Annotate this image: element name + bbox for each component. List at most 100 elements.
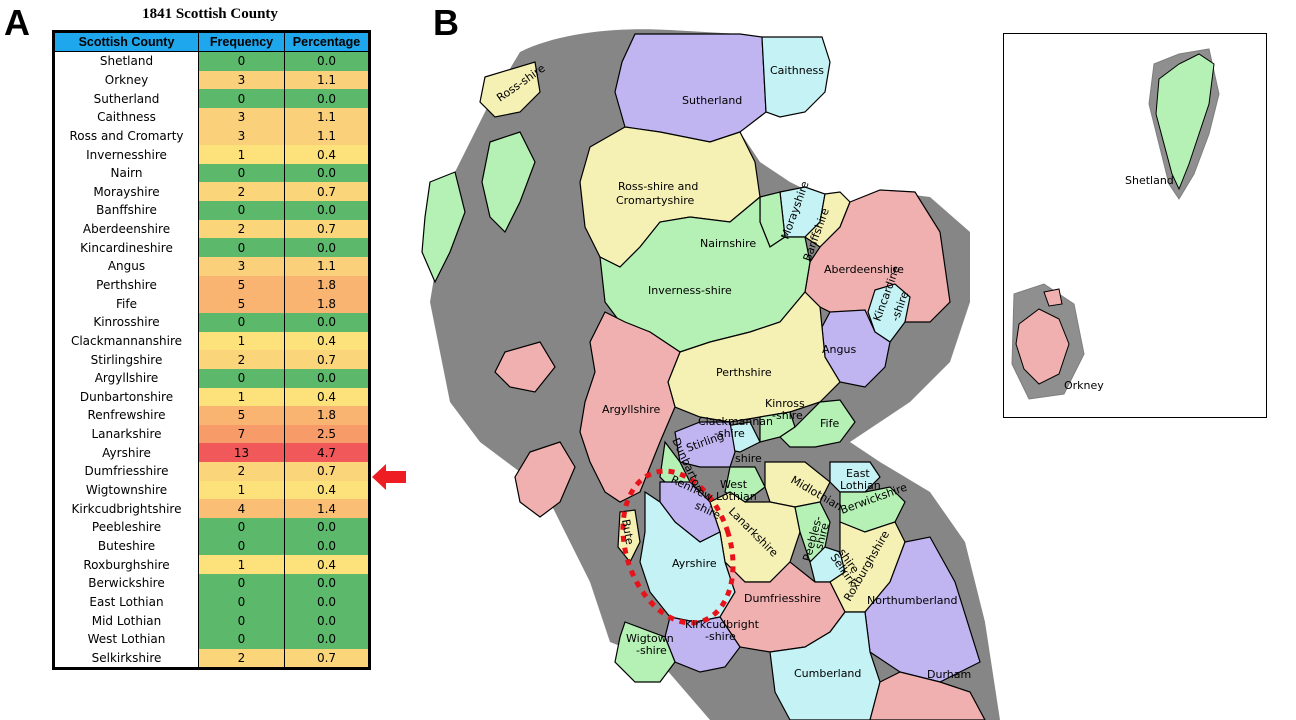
frequency-cell: 2 xyxy=(198,350,285,369)
percentage-cell: 0.0 xyxy=(284,573,370,593)
table-row: Stirlingshire 2 0.7 xyxy=(53,350,370,369)
region-northumberland xyxy=(864,536,981,683)
table-body: Shetland 0 0.0 Orkney 3 1.1 Sutherland 0 0.0 Cait… xyxy=(53,51,370,669)
region-kincardine xyxy=(867,283,911,343)
region-durham xyxy=(869,671,986,720)
frequency-cell: 7 xyxy=(198,424,285,444)
county-name-cell: East Lothian xyxy=(53,592,199,612)
county-name-cell: Wigtownshire xyxy=(53,480,199,500)
region-argyll xyxy=(579,311,681,503)
county-name-cell: Selkirkshire xyxy=(53,648,199,669)
header-percentage: Percentage xyxy=(284,31,370,52)
region-orkney xyxy=(1015,308,1070,385)
county-name-cell: Fife xyxy=(53,294,199,313)
table-row: West Lothian 0 0.0 xyxy=(53,629,370,649)
inset-map: Shetland Orkney xyxy=(1011,48,1220,400)
region-sutherland xyxy=(614,33,767,143)
label-sutherland: Sutherland xyxy=(682,94,742,107)
county-name-cell: Roxburghshire xyxy=(53,555,199,574)
frequency-cell: 0 xyxy=(198,592,285,612)
percentage-cell: 0.7 xyxy=(284,219,370,239)
label-cumberland: Cumberland xyxy=(794,667,861,680)
label-kirkcudbright: Kirkcudbright xyxy=(685,618,760,631)
frequency-cell: 5 xyxy=(198,406,285,425)
table-row: Fife 5 1.8 xyxy=(53,294,370,313)
county-name-cell: Nairn xyxy=(53,163,199,183)
frequency-cell: 1 xyxy=(198,145,285,164)
county-name-cell: Clackmannanshire xyxy=(53,331,199,351)
percentage-cell: 1.1 xyxy=(284,107,370,127)
label-aberdeenshire: Aberdeenshire xyxy=(824,263,904,276)
county-name-cell: Ayrshire xyxy=(53,443,199,463)
inset-shetland xyxy=(1148,48,1220,200)
frequency-cell: 0 xyxy=(198,629,285,649)
frequency-cell: 1 xyxy=(198,331,285,351)
region-caithness xyxy=(761,36,831,118)
table-row: Kincardineshire 0 0.0 xyxy=(53,238,370,258)
county-name-cell: Aberdeenshire xyxy=(53,219,199,239)
table-row: Dunbartonshire 1 0.4 xyxy=(53,387,370,407)
label-stirling-shire: shire xyxy=(735,452,762,465)
frequency-cell: 0 xyxy=(198,518,285,537)
percentage-cell: 0.7 xyxy=(284,182,370,202)
county-name-cell: Kirkcudbrightshire xyxy=(53,499,199,519)
label-argyllshire: Argyllshire xyxy=(602,403,660,416)
label-ross-shire-and: Ross-shire and xyxy=(618,180,698,193)
frequency-cell: 2 xyxy=(198,462,285,481)
percentage-cell: 0.0 xyxy=(284,518,370,537)
county-name-cell: Renfrewshire xyxy=(53,406,199,425)
region-mull xyxy=(494,341,556,393)
region-stirling xyxy=(674,421,736,468)
table-row: Sutherland 0 0.0 xyxy=(53,89,370,108)
percentage-cell: 0.4 xyxy=(284,387,370,407)
frequency-cell: 0 xyxy=(198,573,285,593)
table-row: Shetland 0 0.0 xyxy=(53,51,370,71)
region-ross-north xyxy=(479,61,541,118)
percentage-cell: 1.1 xyxy=(284,257,370,276)
county-name-cell: Caithness xyxy=(53,107,199,127)
percentage-cell: 0.0 xyxy=(284,51,370,71)
percentage-cell: 0.0 xyxy=(284,629,370,649)
label-cromartyshire: Cromartyshire xyxy=(616,194,695,207)
table-row: Buteshire 0 0.0 xyxy=(53,536,370,556)
frequency-cell: 2 xyxy=(198,182,285,202)
percentage-cell: 0.0 xyxy=(284,89,370,108)
table-row: Ayrshire 13 4.7 xyxy=(53,443,370,463)
label-shetland: Shetland xyxy=(1125,174,1174,187)
label-kirkcudbright-shire: -shire xyxy=(705,630,736,643)
table-row: Nairn 0 0.0 xyxy=(53,163,370,183)
percentage-cell: 0.7 xyxy=(284,462,370,481)
frequency-cell: 0 xyxy=(198,368,285,388)
table-row: Dumfriesshire 2 0.7 xyxy=(53,462,370,481)
table-row: Caithness 3 1.1 xyxy=(53,107,370,127)
table-row: Angus 3 1.1 xyxy=(53,257,370,276)
frequency-cell: 1 xyxy=(198,387,285,407)
table-row: Kirkcudbrightshire 4 1.4 xyxy=(53,499,370,519)
table-row: Roxburghshire 1 0.4 xyxy=(53,555,370,574)
percentage-cell: 0.0 xyxy=(284,611,370,630)
table-row: Renfrewshire 5 1.8 xyxy=(53,406,370,425)
table-row: Banffshire 0 0.0 xyxy=(53,201,370,220)
region-cumberland xyxy=(769,611,881,720)
county-name-cell: Perthshire xyxy=(53,275,199,295)
table-row: Invernesshire 1 0.4 xyxy=(53,145,370,164)
percentage-cell: 2.5 xyxy=(284,424,370,444)
percentage-cell: 0.0 xyxy=(284,536,370,556)
county-frequency-table: Scottish County Frequency Percentage She… xyxy=(52,30,371,671)
frequency-cell: 3 xyxy=(198,107,285,127)
frequency-cell: 0 xyxy=(198,312,285,332)
label-kinross: Kinross xyxy=(765,397,805,410)
label-caithness: Caithness xyxy=(770,64,824,77)
label-ayrshire: Ayrshire xyxy=(672,557,717,570)
county-name-cell: Kinrosshire xyxy=(53,312,199,332)
label-nairnshire: Nairnshire xyxy=(700,237,756,250)
label-wigtown: Wigtown xyxy=(626,632,674,645)
percentage-cell: 1.1 xyxy=(284,126,370,146)
table-row: Morayshire 2 0.7 xyxy=(53,182,370,202)
label-northumberland: Northumberland xyxy=(867,594,957,607)
label-east: East xyxy=(846,467,870,480)
percentage-cell: 0.0 xyxy=(284,368,370,388)
label-angus: Angus xyxy=(822,343,856,356)
county-name-cell: Invernesshire xyxy=(53,145,199,164)
percentage-cell: 0.4 xyxy=(284,555,370,574)
